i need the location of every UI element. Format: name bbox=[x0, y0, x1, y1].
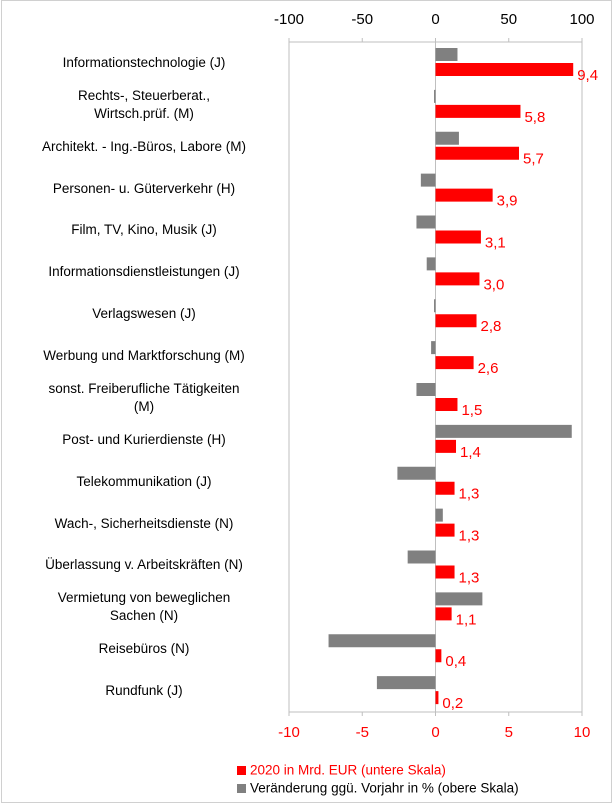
bottom-tick-label: -10 bbox=[278, 724, 300, 741]
bar bbox=[416, 215, 436, 229]
category-label: Werbung und Marktforschung (M) bbox=[43, 348, 245, 364]
legend-label: 2020 in Mrd. EUR (untere Skala) bbox=[250, 763, 446, 778]
bar bbox=[435, 188, 493, 202]
category-label: Wach-, Sicherheitsdienste (N) bbox=[54, 515, 234, 531]
bar bbox=[435, 230, 481, 244]
bar bbox=[435, 649, 442, 663]
category-label: Vermietung von beweglichen Sachen (N) bbox=[57, 590, 231, 624]
top-tick-label: 100 bbox=[569, 11, 594, 28]
bar bbox=[434, 89, 436, 103]
bar bbox=[328, 634, 436, 648]
value-label: 5,7 bbox=[523, 151, 544, 168]
bar bbox=[435, 314, 477, 328]
top-tick-label: 50 bbox=[500, 11, 517, 28]
bar bbox=[435, 508, 443, 522]
bar bbox=[434, 299, 436, 313]
bar bbox=[376, 676, 436, 690]
bar bbox=[416, 383, 436, 396]
bar bbox=[435, 131, 459, 145]
value-label: 3,9 bbox=[497, 193, 518, 210]
category-label: Post- und Kurierdienste (H) bbox=[62, 431, 226, 447]
category-label: Telekommunikation (J) bbox=[76, 473, 212, 489]
bar bbox=[435, 565, 455, 579]
bar bbox=[435, 424, 572, 438]
category-label: Film, TV, Kino, Musik (J) bbox=[71, 222, 217, 238]
category-label: Informationsdienstleistungen (J) bbox=[48, 264, 240, 280]
bar bbox=[435, 607, 452, 621]
category-label: sonst. Freiberufliche Tätigkeiten (M) bbox=[48, 380, 240, 414]
bar bbox=[435, 63, 574, 76]
bar bbox=[407, 550, 436, 564]
category-label: Überlassung v. Arbeitskräften (N) bbox=[45, 557, 243, 573]
category-label: Rechts-, Steuerberat., Wirtsch.prüf. (M) bbox=[77, 87, 211, 121]
category-label: Informationstechnologie (J) bbox=[62, 54, 226, 70]
category-label: Verlagswesen (J) bbox=[92, 306, 196, 322]
bar bbox=[435, 146, 520, 160]
value-label: 1,3 bbox=[459, 486, 480, 503]
value-label: 1,3 bbox=[459, 569, 480, 586]
legend-label: Veränderung ggü. Vorjahr in % (obere Ska… bbox=[250, 781, 519, 796]
category-label: Personen- u. Güterverkehr (H) bbox=[52, 180, 236, 196]
top-tick-label: 0 bbox=[431, 11, 439, 28]
value-label: 2,6 bbox=[478, 360, 499, 377]
bottom-tick-label: 10 bbox=[574, 724, 591, 741]
category-label: Reisebüros (N) bbox=[98, 641, 190, 657]
category-label: Architekt. - Ing.-Büros, Labore (M) bbox=[41, 138, 247, 154]
bar bbox=[435, 481, 455, 495]
bar bbox=[435, 272, 480, 286]
value-label: 3,1 bbox=[485, 234, 506, 251]
bar bbox=[435, 592, 483, 606]
top-tick-label: -50 bbox=[351, 11, 373, 28]
category-label: Rundfunk (J) bbox=[105, 683, 183, 699]
value-label: 3,0 bbox=[483, 276, 504, 293]
bar bbox=[435, 356, 474, 370]
value-label: 1,1 bbox=[456, 611, 477, 628]
bar bbox=[435, 523, 455, 537]
top-tick-label: -100 bbox=[274, 11, 304, 28]
bar bbox=[426, 257, 436, 271]
bar bbox=[435, 48, 458, 61]
bar bbox=[431, 341, 436, 355]
value-label: 1,5 bbox=[461, 402, 482, 419]
bottom-tick-label: -5 bbox=[356, 724, 369, 741]
value-label: 5,8 bbox=[524, 109, 545, 126]
bar bbox=[420, 173, 436, 187]
bar bbox=[397, 466, 436, 480]
bar bbox=[435, 439, 457, 453]
bar bbox=[435, 104, 521, 118]
bottom-tick-label: 5 bbox=[505, 724, 513, 741]
legend-swatch bbox=[237, 784, 246, 793]
value-label: 0,2 bbox=[442, 695, 463, 712]
value-label: 2,8 bbox=[481, 318, 502, 335]
bar bbox=[435, 691, 439, 705]
value-label: 0,4 bbox=[445, 653, 466, 670]
bottom-tick-label: 0 bbox=[431, 724, 439, 741]
value-label: 9,4 bbox=[577, 67, 598, 84]
bar bbox=[435, 398, 458, 411]
legend-swatch bbox=[237, 766, 246, 775]
value-label: 1,4 bbox=[460, 444, 481, 461]
value-label: 1,3 bbox=[459, 528, 480, 545]
